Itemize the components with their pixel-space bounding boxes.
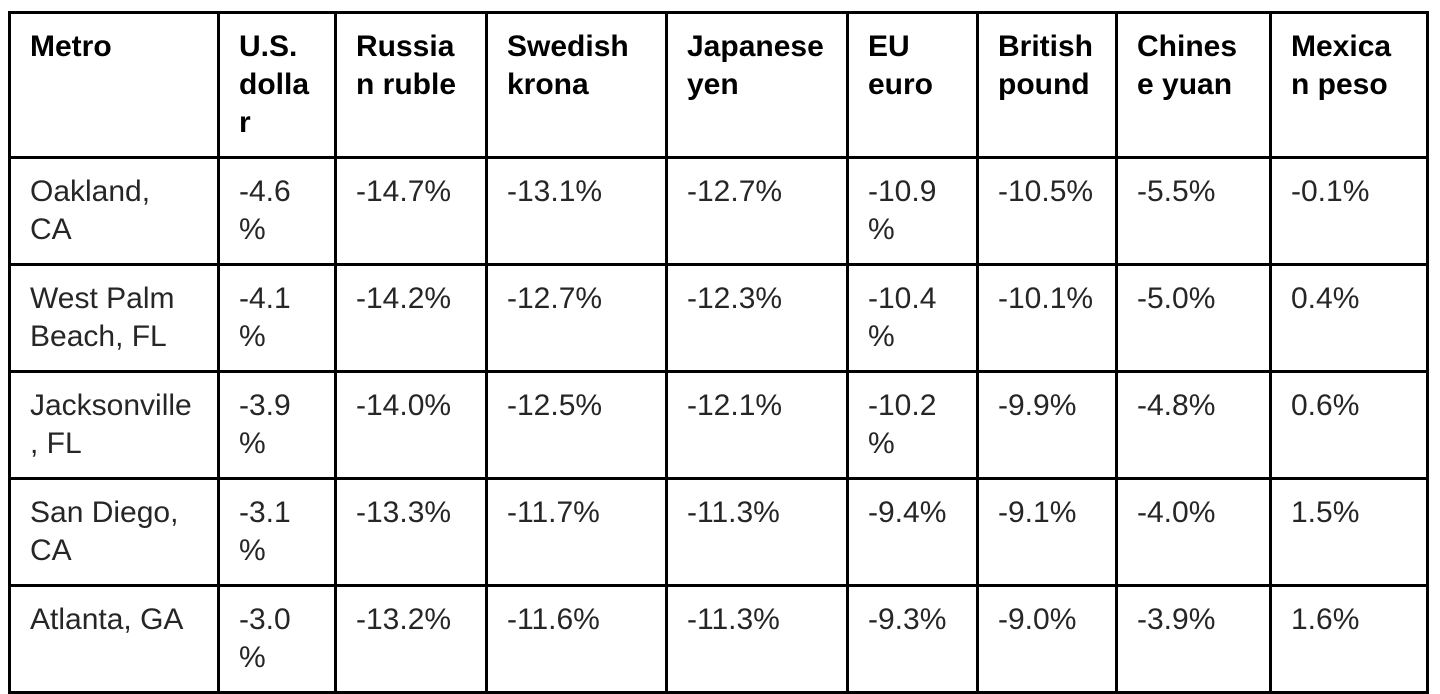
value-cell: -3.9% bbox=[217, 370, 337, 480]
value-cell: -14.7% bbox=[334, 156, 488, 266]
value-cell: -12.5% bbox=[485, 370, 668, 480]
value-cell: -11.3% bbox=[665, 477, 849, 587]
value-cell: -4.8% bbox=[1115, 370, 1272, 480]
value-cell: -10.1% bbox=[976, 263, 1118, 373]
metro-cell: Oakland, CA bbox=[8, 156, 220, 266]
value-cell: -9.9% bbox=[976, 370, 1118, 480]
column-header-russian-ruble: Russian ruble bbox=[334, 11, 488, 159]
value-cell: -11.7% bbox=[485, 477, 668, 587]
metro-cell: San Diego, CA bbox=[8, 477, 220, 587]
value-cell: -10.5% bbox=[976, 156, 1118, 266]
value-cell: -5.5% bbox=[1115, 156, 1272, 266]
value-cell: -3.0% bbox=[217, 584, 337, 694]
value-cell: -12.7% bbox=[665, 156, 849, 266]
metro-cell: Jacksonville, FL bbox=[8, 370, 220, 480]
value-cell: -11.3% bbox=[665, 584, 849, 694]
value-cell: -13.2% bbox=[334, 584, 488, 694]
value-cell: -12.7% bbox=[485, 263, 668, 373]
table-row-west-palm-beach: West Palm Beach, FL -4.1% -14.2% -12.7% … bbox=[8, 263, 1429, 373]
value-cell: -13.3% bbox=[334, 477, 488, 587]
value-cell: -3.1% bbox=[217, 477, 337, 587]
value-cell: -5.0% bbox=[1115, 263, 1272, 373]
value-cell: -13.1% bbox=[485, 156, 668, 266]
column-header-metro: Metro bbox=[8, 11, 220, 159]
column-header-us-dollar: U.S. dollar bbox=[217, 11, 337, 159]
value-cell: -0.1% bbox=[1269, 156, 1429, 266]
value-cell: -3.9% bbox=[1115, 584, 1272, 694]
value-cell: -9.4% bbox=[846, 477, 979, 587]
value-cell: -10.2% bbox=[846, 370, 979, 480]
value-cell: -4.6% bbox=[217, 156, 337, 266]
value-cell: -10.4% bbox=[846, 263, 979, 373]
value-cell: -10.9% bbox=[846, 156, 979, 266]
column-header-british-pound: British pound bbox=[976, 11, 1118, 159]
table-header-row: Metro U.S. dollar Russian ruble Swedish … bbox=[8, 11, 1429, 159]
metro-cell: Atlanta, GA bbox=[8, 584, 220, 694]
value-cell: -9.1% bbox=[976, 477, 1118, 587]
table-row-atlanta: Atlanta, GA -3.0% -13.2% -11.6% -11.3% -… bbox=[8, 584, 1429, 694]
value-cell: -11.6% bbox=[485, 584, 668, 694]
currency-change-table: Metro U.S. dollar Russian ruble Swedish … bbox=[8, 11, 1429, 694]
value-cell: -9.3% bbox=[846, 584, 979, 694]
currency-change-table-container: Metro U.S. dollar Russian ruble Swedish … bbox=[8, 11, 1429, 694]
value-cell: 1.5% bbox=[1269, 477, 1429, 587]
value-cell: -14.2% bbox=[334, 263, 488, 373]
table-row-san-diego: San Diego, CA -3.1% -13.3% -11.7% -11.3%… bbox=[8, 477, 1429, 587]
value-cell: -12.3% bbox=[665, 263, 849, 373]
value-cell: -14.0% bbox=[334, 370, 488, 480]
value-cell: 0.6% bbox=[1269, 370, 1429, 480]
value-cell: -4.1% bbox=[217, 263, 337, 373]
table-row-jacksonville: Jacksonville, FL -3.9% -14.0% -12.5% -12… bbox=[8, 370, 1429, 480]
value-cell: -12.1% bbox=[665, 370, 849, 480]
value-cell: -9.0% bbox=[976, 584, 1118, 694]
column-header-swedish-krona: Swedish krona bbox=[485, 11, 668, 159]
value-cell: 1.6% bbox=[1269, 584, 1429, 694]
table-row-oakland: Oakland, CA -4.6% -14.7% -13.1% -12.7% -… bbox=[8, 156, 1429, 266]
column-header-mexican-peso: Mexican peso bbox=[1269, 11, 1429, 159]
value-cell: -4.0% bbox=[1115, 477, 1272, 587]
value-cell: 0.4% bbox=[1269, 263, 1429, 373]
column-header-eu-euro: EU euro bbox=[846, 11, 979, 159]
column-header-chinese-yuan: Chinese yuan bbox=[1115, 11, 1272, 159]
column-header-japanese-yen: Japanese yen bbox=[665, 11, 849, 159]
metro-cell: West Palm Beach, FL bbox=[8, 263, 220, 373]
